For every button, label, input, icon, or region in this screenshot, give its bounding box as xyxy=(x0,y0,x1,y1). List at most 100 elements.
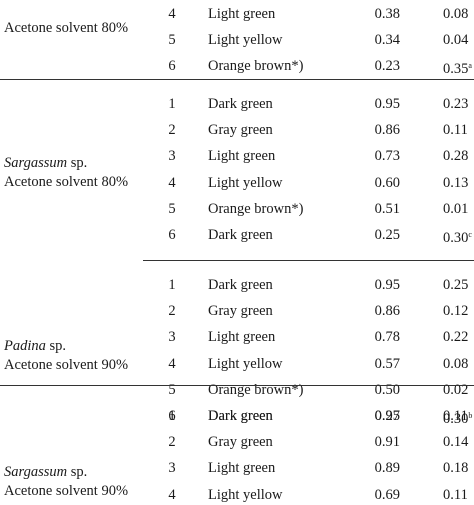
rf-value: 0.95 xyxy=(374,277,400,293)
band-color: Dark green xyxy=(208,227,273,243)
table-row: 3 Light green 0.73 0.28 xyxy=(0,146,474,166)
rf-value: 0.60 xyxy=(374,174,400,191)
band-number: 6 xyxy=(168,408,176,424)
species-genus: Sargassum xyxy=(4,155,68,171)
rf-value: 0.91 xyxy=(374,434,400,451)
table-row: 5 Orange brown*) 0.51 0.01 xyxy=(0,199,474,219)
rf-value: 0.27 xyxy=(374,408,400,424)
table-row: 4 Light green 0.38 0.08 xyxy=(0,4,474,24)
band-number: 1 xyxy=(168,96,176,112)
band-color: Light green xyxy=(208,329,276,346)
band-color: Dark green xyxy=(208,96,273,112)
band-number: 1 xyxy=(168,277,176,293)
band-number: 4 xyxy=(168,355,176,372)
band-color: Gray green xyxy=(208,434,273,451)
solvent-label: Acetone solvent 90% xyxy=(4,357,129,373)
absorbance-value: 0.23 xyxy=(443,96,469,112)
table-row: 2 Gray green 0.86 0.11 xyxy=(0,120,474,140)
band-color: Light yellow xyxy=(208,355,283,372)
group-divider xyxy=(0,79,474,80)
rf-value: 0.34 xyxy=(374,32,400,49)
absorbance-value: 0.14 xyxy=(443,434,469,451)
rf-value: 0.86 xyxy=(374,122,400,139)
table-row: 1 Dark green 0.95 0.23 xyxy=(0,94,474,114)
band-color: Light yellow xyxy=(208,174,283,191)
rf-value: 0.78 xyxy=(374,329,400,346)
band-number: 3 xyxy=(168,329,176,346)
band-color: Orange brown*) xyxy=(208,381,304,398)
rf-value: 0.95 xyxy=(374,408,400,424)
band-number: 3 xyxy=(168,460,176,477)
species-name: Padina sp. xyxy=(4,337,128,356)
absorbance-value: 0.30b xyxy=(443,411,473,427)
absorbance-value: 0.08 xyxy=(443,6,469,22)
rf-value: 0.69 xyxy=(374,486,400,503)
rf-value: 0.23 xyxy=(374,58,400,75)
table-row: 1 Dark green 0.95 0.25 xyxy=(0,275,474,295)
group-label: Sargassum sp. Acetone solvent 80% xyxy=(4,154,128,192)
absorbance-value: 0.11 xyxy=(443,486,468,503)
species-genus: Padina xyxy=(4,338,46,354)
table-row: 2 Gray green 0.86 0.12 xyxy=(0,301,474,321)
band-color: Orange brown*) xyxy=(208,200,304,217)
band-color: Light green xyxy=(208,460,276,477)
rf-value: 0.73 xyxy=(374,148,400,165)
band-number: 4 xyxy=(168,174,176,191)
pigment-table: Acetone solvent 80% 4 Light green 0.38 0.08 5… xyxy=(0,4,474,503)
table-row: 6 Dark green 0.25 0.30c xyxy=(0,225,474,246)
absorbance-value: 0.22 xyxy=(443,329,469,346)
band-number: 1 xyxy=(168,408,176,424)
band-number: 4 xyxy=(168,6,176,22)
footnote-mark: c xyxy=(468,230,472,239)
table-row: 3 Light green 0.78 0.22 xyxy=(0,327,474,347)
table-row: 5 Light yellow 0.34 0.04 xyxy=(0,30,474,50)
footnote-mark: b xyxy=(468,411,473,420)
absorbance-value: 0.28 xyxy=(443,148,469,165)
rf-value: 0.57 xyxy=(374,355,400,372)
group-label: Acetone solvent 80% xyxy=(4,19,128,38)
absorbance-value: 0.01 xyxy=(443,200,469,217)
absorbance-value: 0.35a xyxy=(443,61,472,78)
absorbance-value: 0.13 xyxy=(443,174,469,191)
band-color: Orange brown*) xyxy=(208,58,304,75)
rf-value: 0.95 xyxy=(374,96,400,112)
rf-value: 0.38 xyxy=(374,6,400,22)
absorbance-value: 0.18 xyxy=(443,460,469,477)
band-number: 2 xyxy=(168,122,176,139)
band-color: Light yellow xyxy=(208,32,283,49)
footnote-mark: a xyxy=(468,61,472,71)
solvent-label: Acetone solvent 80% xyxy=(4,174,129,190)
band-number: 5 xyxy=(168,32,176,49)
table-row: 4 Light yellow 0.69 0.11 xyxy=(0,485,474,505)
rf-value: 0.50 xyxy=(374,381,400,398)
band-color: Dark green xyxy=(208,408,273,424)
table-row: 2 Gray green 0.91 0.14 xyxy=(0,432,474,452)
band-color: Dark green xyxy=(208,408,273,424)
group-divider xyxy=(0,385,474,386)
band-color: Light green xyxy=(208,6,276,22)
band-number: 2 xyxy=(168,303,176,320)
band-number: 3 xyxy=(168,148,176,165)
table-row: 5 Orange brown*) 0.50 0.02 xyxy=(0,380,474,400)
band-number: 5 xyxy=(168,381,176,398)
species-name: Sargassum sp. xyxy=(4,154,128,173)
absorbance-value: 0.02 xyxy=(443,381,469,398)
rf-value: 0.25 xyxy=(374,227,400,243)
species-suffix: sp. xyxy=(45,338,67,354)
rf-value: 0.89 xyxy=(374,460,400,477)
band-color: Light yellow xyxy=(208,486,283,503)
species-suffix: sp. xyxy=(67,155,88,171)
band-number: 6 xyxy=(168,58,176,75)
band-color: Gray green xyxy=(208,122,273,139)
rf-value: 0.86 xyxy=(374,303,400,320)
band-color: Gray green xyxy=(208,303,273,320)
table-row: 6 Dark green 0.27 0.30b xyxy=(0,406,474,427)
absorbance-value: 0.30c xyxy=(443,230,472,246)
table-row: 4 Light yellow 0.57 0.08 xyxy=(0,354,474,374)
table-row: 6 Orange brown*) 0.23 0.35a xyxy=(0,56,474,78)
absorbance-value: 0.25 xyxy=(443,277,469,293)
band-number: 5 xyxy=(168,200,176,217)
absorbance-value: 0.04 xyxy=(443,32,469,49)
band-number: 6 xyxy=(168,227,176,243)
band-color: Dark green xyxy=(208,277,273,293)
